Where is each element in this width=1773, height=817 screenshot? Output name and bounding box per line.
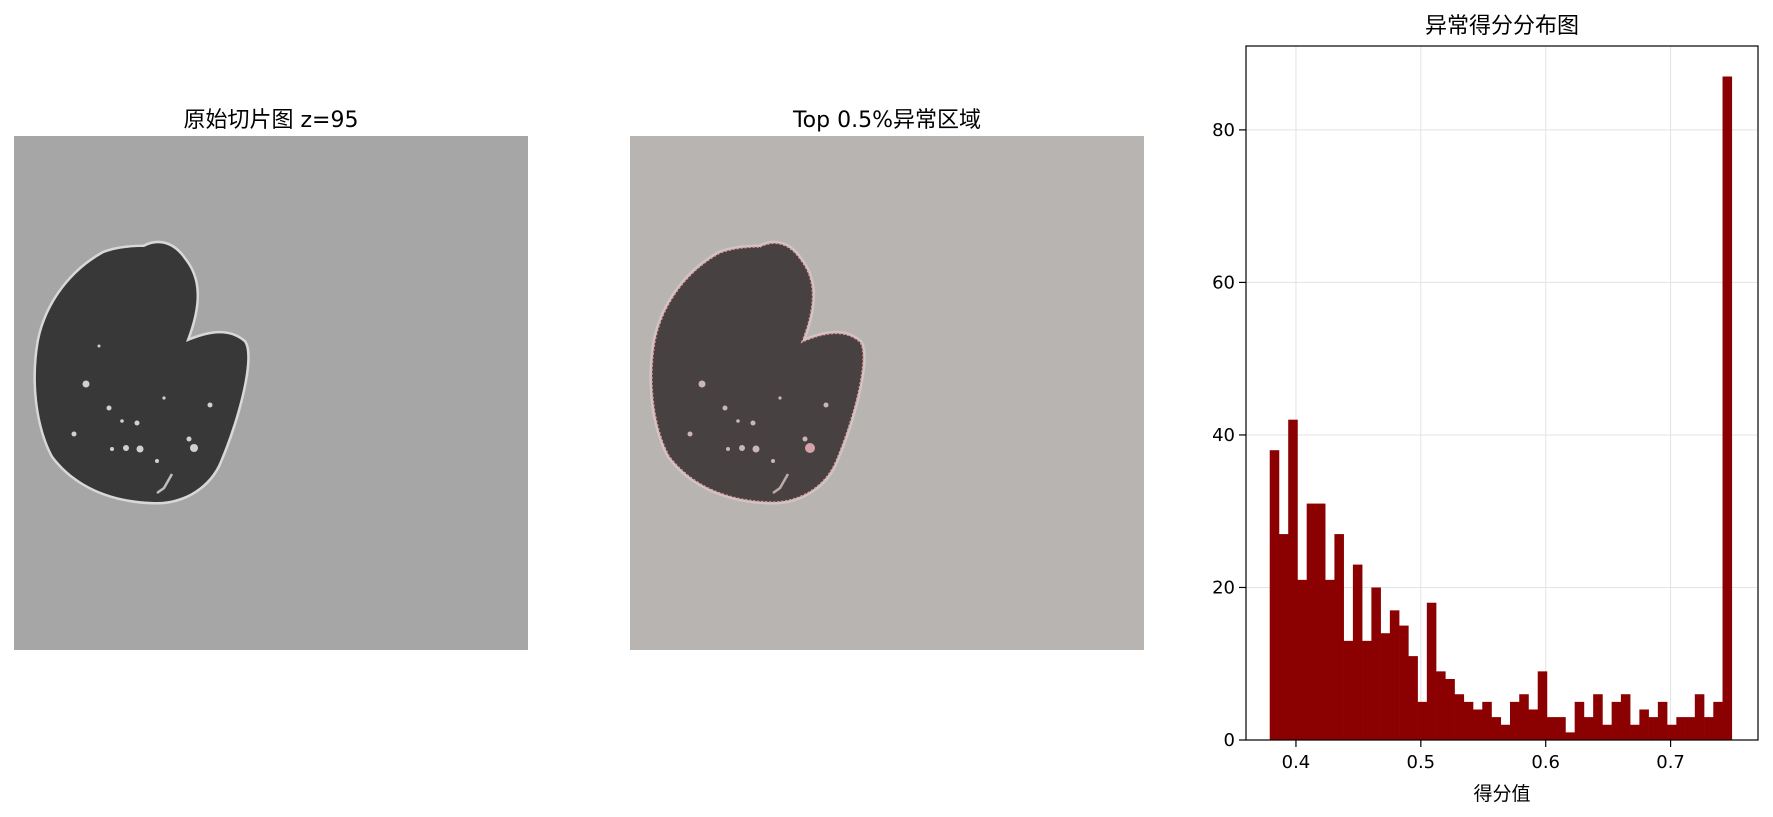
histogram-bar — [1334, 534, 1344, 740]
axes-frame — [1245, 45, 1759, 741]
histogram-bar — [1362, 640, 1372, 740]
x-tick-label: 0.4 — [1282, 752, 1311, 773]
x-axis-label: 得分值 — [1473, 783, 1530, 805]
histogram-bar — [1583, 717, 1594, 740]
histogram-bar — [1278, 534, 1289, 740]
histogram-bar — [1620, 694, 1631, 740]
histogram-bar — [1482, 701, 1492, 740]
histogram-bar — [1297, 579, 1307, 740]
lung-vessel-line — [772, 473, 790, 495]
histogram-bar — [1473, 709, 1483, 740]
histogram-bar — [1491, 717, 1502, 740]
histogram-bar — [1463, 701, 1474, 740]
lung-vessels — [687, 380, 829, 463]
histogram-bar — [1546, 717, 1557, 740]
histogram-bar — [1436, 671, 1446, 740]
histogram-bar — [1519, 694, 1529, 740]
histogram-bar — [1648, 717, 1659, 740]
histogram-bar — [1454, 694, 1465, 740]
y-tick-label: 40 — [1213, 425, 1235, 446]
histogram-bar — [1574, 701, 1585, 740]
histogram-bar — [1713, 701, 1723, 740]
histogram-bar — [1556, 717, 1566, 740]
histogram-bar — [1399, 625, 1409, 740]
histogram-bar — [1306, 503, 1317, 740]
y-tick-label: 60 — [1213, 272, 1235, 293]
histogram-bar — [1500, 724, 1511, 740]
histogram-bar — [1509, 701, 1520, 740]
histogram-bar — [1269, 450, 1280, 740]
histogram-bar — [1676, 717, 1686, 740]
x-tick-label: 0.6 — [1531, 752, 1560, 773]
histogram-bar — [1445, 678, 1455, 740]
x-tick-label: 0.5 — [1407, 752, 1436, 773]
histogram-bar — [1408, 656, 1418, 740]
y-tick-label: 80 — [1213, 120, 1235, 141]
histogram-bar — [1639, 709, 1649, 740]
histogram-bar — [1417, 701, 1428, 740]
anomaly-spot — [805, 443, 815, 453]
ticks: 0.4 0.5 0.6 0.7 0 20 40 60 80 — [1213, 120, 1685, 773]
y-tick-label: 20 — [1213, 577, 1235, 598]
histogram-bar — [1371, 587, 1381, 740]
histogram-bar — [1694, 694, 1705, 740]
anomaly-overlay-image — [630, 136, 1144, 650]
original-slice-title: 原始切片图 z=95 — [183, 108, 359, 133]
histogram-bar — [1325, 579, 1335, 740]
histogram-bar — [1389, 610, 1400, 740]
histogram-bar — [1667, 724, 1677, 740]
lung-vessels — [71, 344, 213, 463]
histogram-bar — [1602, 724, 1612, 740]
anomaly-boundary — [651, 242, 864, 503]
x-tick-label: 0.7 — [1656, 752, 1685, 773]
histogram-bar — [1528, 709, 1539, 740]
histogram-bar — [1704, 717, 1714, 740]
histogram-title: 异常得分分布图 — [1425, 14, 1579, 39]
histogram-bar — [1380, 633, 1391, 740]
lung — [35, 243, 248, 503]
histogram-bar — [1426, 602, 1437, 740]
original-ct-slice-image — [14, 136, 528, 650]
y-tick-label: 0 — [1224, 730, 1235, 751]
lung-vessel-line — [156, 473, 174, 495]
histogram-bar — [1288, 419, 1298, 740]
histogram-bar — [1343, 640, 1354, 740]
histogram-bar — [1630, 724, 1640, 740]
histogram-bar — [1352, 564, 1363, 740]
histogram-bar — [1657, 701, 1668, 740]
histogram-bar — [1685, 717, 1696, 740]
bars — [1269, 76, 1733, 740]
overlay-title: Top 0.5%异常区域 — [792, 108, 981, 133]
histogram-bar — [1722, 76, 1733, 740]
lung — [651, 243, 864, 503]
histogram-bar — [1537, 671, 1548, 740]
histogram-bar — [1315, 503, 1326, 740]
histogram-bar — [1565, 732, 1575, 740]
histogram-bar — [1611, 701, 1622, 740]
histogram-bar — [1593, 694, 1603, 740]
